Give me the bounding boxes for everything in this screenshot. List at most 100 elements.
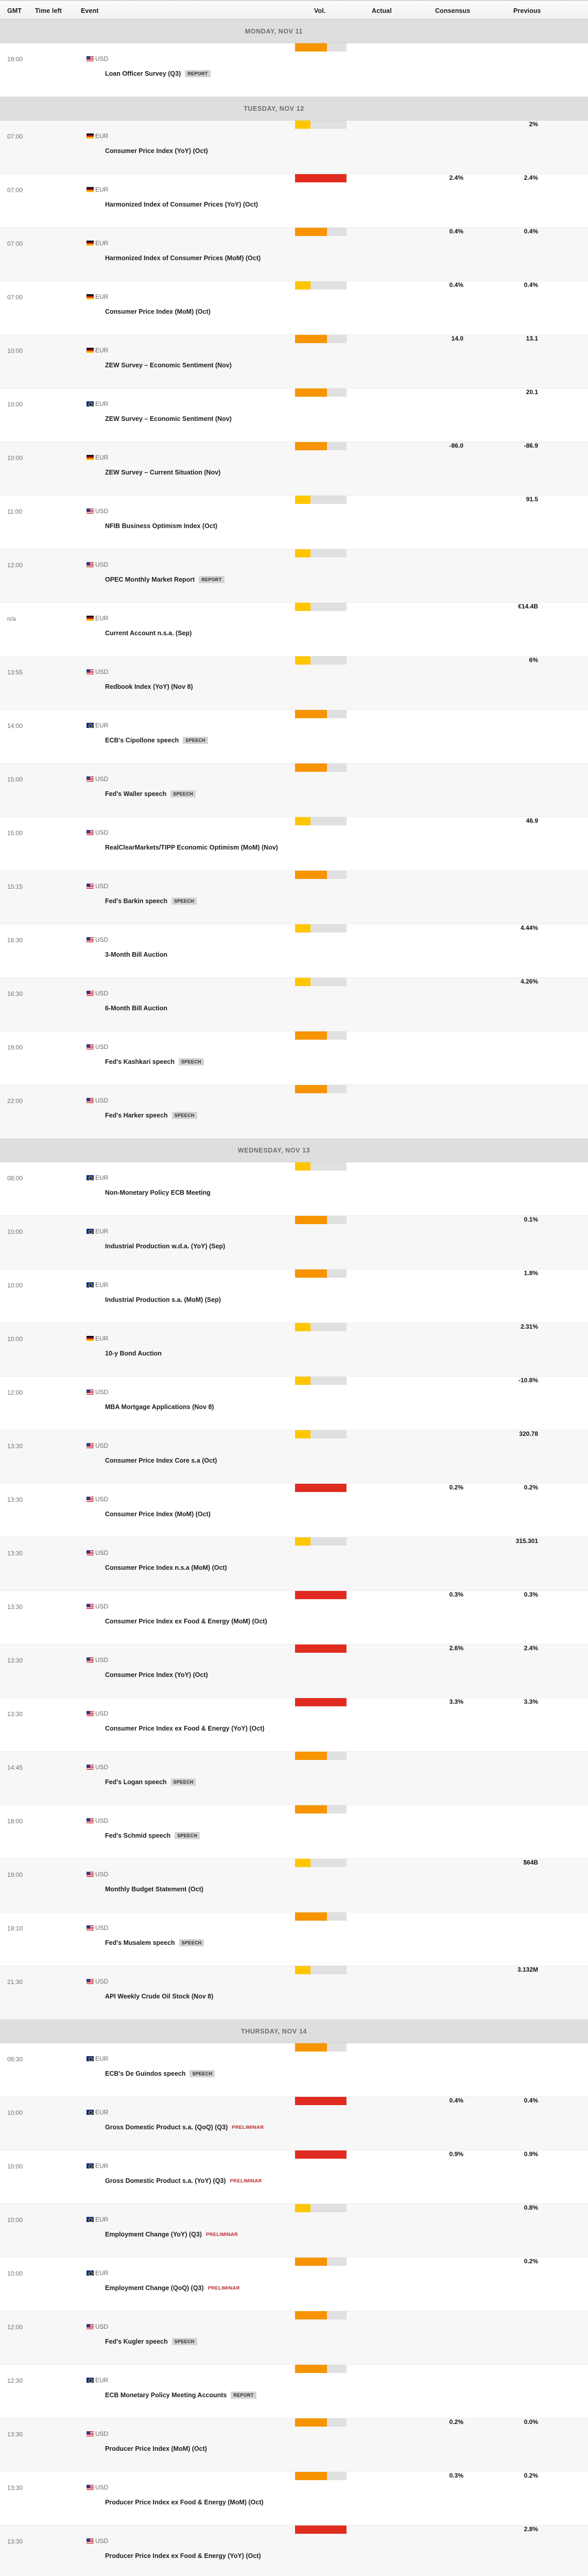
volatility-indicator[interactable] [295, 1859, 347, 1867]
column-header-vol[interactable]: Vol. [314, 7, 326, 14]
event-name-cell[interactable]: Fed's Kugler speech SPEECH [105, 2338, 197, 2345]
volatility-indicator[interactable] [295, 1085, 347, 1093]
column-header-actual[interactable]: Actual [372, 7, 392, 14]
event-name-cell[interactable]: Producer Price Index (MoM) (Oct) [105, 2445, 207, 2452]
column-header-previous[interactable]: Previous [513, 7, 541, 14]
event-name[interactable]: Fed's Musalem speech [105, 1939, 175, 1946]
column-header-gmt[interactable]: GMT [7, 7, 22, 14]
event-name-cell[interactable]: Redbook Index (YoY) (Nov 8) [105, 683, 193, 690]
column-header-event[interactable]: Event [81, 7, 99, 14]
event-row[interactable]: 13:30 USD Producer Price Index (MoM) (Oct)… [0, 2418, 588, 2472]
event-badge-report[interactable]: REPORT [231, 2392, 256, 2399]
event-row[interactable]: 13:30 USD Consumer Price Index ex Food & E… [0, 1591, 588, 1645]
volatility-indicator[interactable] [295, 281, 347, 290]
event-name[interactable]: MBA Mortgage Applications (Nov 8) [105, 1403, 214, 1411]
event-name[interactable]: Consumer Price Index ex Food & Energy (Y… [105, 1725, 265, 1732]
event-row[interactable]: 13:30 USD Producer Price Index ex Food & E… [0, 2472, 588, 2526]
event-row[interactable]: 13:30 USD Consumer Price Index ex Food & E… [0, 1698, 588, 1752]
event-name-cell[interactable]: Consumer Price Index n.s.a (MoM) (Oct) [105, 1564, 227, 1571]
volatility-indicator[interactable] [295, 2418, 347, 2427]
event-name-cell[interactable]: Current Account n.s.a. (Sep) [105, 630, 192, 637]
event-name-cell[interactable]: 6-Month Bill Auction [105, 1005, 167, 1012]
event-row[interactable]: 10:00 EUR Industrial Production s.a. (MoM)… [0, 1269, 588, 1323]
event-name-cell[interactable]: Consumer Price Index (YoY) (Oct) [105, 1671, 208, 1679]
volatility-indicator[interactable] [295, 335, 347, 343]
event-name[interactable]: Fed's Barkin speech [105, 897, 168, 905]
column-header-time-left[interactable]: Time left [35, 7, 62, 14]
event-name-cell[interactable]: ZEW Survey – Economic Sentiment (Nov) [105, 362, 232, 369]
volatility-indicator[interactable] [295, 228, 347, 236]
event-row[interactable]: 10:00 EUR ZEW Survey – Current Situation (… [0, 442, 588, 496]
event-name-cell[interactable]: Producer Price Index ex Food & Energy (Y… [105, 2552, 261, 2560]
event-row[interactable]: 10:00 EUR Employment Change (QoQ) (Q3) PREL… [0, 2258, 588, 2311]
event-row[interactable]: 10:00 EUR Gross Domestic Product s.a. (QoQ… [0, 2097, 588, 2150]
event-name[interactable]: Consumer Price Index (MoM) (Oct) [105, 308, 211, 315]
event-name-cell[interactable]: Industrial Production w.d.a. (YoY) (Sep) [105, 1243, 225, 1250]
event-name[interactable]: Fed's Harker speech [105, 1112, 168, 1119]
volatility-indicator[interactable] [295, 1805, 347, 1814]
volatility-indicator[interactable] [295, 442, 347, 450]
event-name-cell[interactable]: ZEW Survey – Current Situation (Nov) [105, 469, 220, 476]
event-row[interactable]: 07:00 EUR Consumer Price Index (YoY) (Oct)… [0, 121, 588, 174]
volatility-indicator[interactable] [295, 1484, 347, 1492]
event-badge-speech[interactable]: SPEECH [179, 1939, 204, 1946]
event-name-cell[interactable]: ECB Monetary Policy Meeting Accounts REPO… [105, 2392, 256, 2399]
event-row[interactable]: 10:00 EUR Industrial Production w.d.a. (Yo… [0, 1216, 588, 1269]
event-row[interactable]: 18:00 USD Fed's Schmid speech SPEECH [0, 1805, 588, 1859]
event-name-cell[interactable]: Monthly Budget Statement (Oct) [105, 1886, 203, 1893]
volatility-indicator[interactable] [295, 1430, 347, 1438]
event-name-cell[interactable]: NFIB Business Optimism Index (Oct) [105, 522, 217, 530]
event-name[interactable]: NFIB Business Optimism Index (Oct) [105, 522, 218, 530]
event-badge-speech[interactable]: SPEECH [170, 1778, 196, 1786]
event-badge-speech[interactable]: SPEECH [183, 737, 209, 744]
event-name[interactable]: ZEW Survey – Current Situation (Nov) [105, 469, 221, 476]
event-name-cell[interactable]: ECB's Cipollone speech SPEECH [105, 737, 209, 744]
event-name-cell[interactable]: Consumer Price Index ex Food & Energy (Y… [105, 1725, 265, 1732]
event-row[interactable]: 08:00 EUR Non-Monetary Policy ECB Meeting [0, 1162, 588, 1216]
volatility-indicator[interactable] [295, 1537, 347, 1546]
event-row[interactable]: 10:00 EUR Employment Change (YoY) (Q3) PREL… [0, 2204, 588, 2258]
volatility-indicator[interactable] [295, 2526, 347, 2534]
event-name[interactable]: Redbook Index (YoY) (Nov 8) [105, 683, 193, 690]
volatility-indicator[interactable] [295, 871, 347, 879]
event-name-cell[interactable]: 3-Month Bill Auction [105, 951, 167, 958]
event-name[interactable]: RealClearMarkets/TIPP Economic Optimism … [105, 844, 278, 851]
event-name[interactable]: Consumer Price Index n.s.a (MoM) (Oct) [105, 1564, 227, 1571]
event-name-cell[interactable]: API Weekly Crude Oil Stock (Nov 8) [105, 1993, 213, 2000]
event-name-cell[interactable]: Consumer Price Index (MoM) (Oct) [105, 1511, 211, 1518]
event-badge-report[interactable]: REPORT [185, 70, 211, 77]
event-row[interactable]: 13:30 USD Consumer Price Index Core s.a (O… [0, 1430, 588, 1484]
event-name-cell[interactable]: Fed's Harker speech SPEECH [105, 1112, 197, 1119]
event-name[interactable]: Producer Price Index (MoM) (Oct) [105, 2445, 207, 2452]
event-name[interactable]: Fed's Logan speech [105, 1778, 167, 1786]
volatility-indicator[interactable] [295, 1216, 347, 1224]
volatility-indicator[interactable] [295, 764, 347, 772]
volatility-indicator[interactable] [295, 978, 347, 986]
event-badge-speech[interactable]: SPEECH [178, 1058, 204, 1065]
volatility-indicator[interactable] [295, 2204, 347, 2212]
event-badge-speech[interactable]: SPEECH [170, 790, 196, 798]
event-name-cell[interactable]: Harmonized Index of Consumer Prices (YoY… [105, 201, 258, 208]
event-name-cell[interactable]: Loan Officer Survey (Q3) REPORT [105, 70, 211, 77]
volatility-indicator[interactable] [295, 2365, 347, 2373]
event-name[interactable]: API Weekly Crude Oil Stock (Nov 8) [105, 1993, 214, 2000]
event-name-cell[interactable]: Consumer Price Index (YoY) (Oct) [105, 147, 208, 155]
event-badge-speech[interactable]: SPEECH [175, 1832, 200, 1839]
event-name[interactable]: Consumer Price Index Core s.a (Oct) [105, 1457, 217, 1464]
event-row[interactable]: 22:00 USD Fed's Harker speech SPEECH [0, 1085, 588, 1139]
event-name[interactable]: Non-Monetary Policy ECB Meeting [105, 1189, 211, 1196]
event-row[interactable]: 12:00 USD MBA Mortgage Applications (Nov 8… [0, 1377, 588, 1430]
event-name-cell[interactable]: MBA Mortgage Applications (Nov 8) [105, 1403, 214, 1411]
event-row[interactable]: 07:00 EUR Harmonized Index of Consumer Pri… [0, 174, 588, 228]
event-name[interactable]: Gross Domestic Product s.a. (QoQ) (Q3) [105, 2124, 228, 2131]
event-row[interactable]: 12:30 EUR ECB Monetary Policy Meeting Acco… [0, 2365, 588, 2418]
event-name-cell[interactable]: Gross Domestic Product s.a. (YoY) (Q3) PR… [105, 2177, 262, 2185]
event-row[interactable]: 10:00 EUR ZEW Survey – Economic Sentiment … [0, 335, 588, 388]
event-name[interactable]: Monthly Budget Statement (Oct) [105, 1886, 203, 1893]
event-row[interactable]: n/a EUR Current Account n.s.a. (Sep) €14.4B [0, 603, 588, 656]
volatility-indicator[interactable] [295, 1912, 347, 1921]
event-name-cell[interactable]: ZEW Survey – Economic Sentiment (Nov) [105, 415, 232, 422]
event-name-cell[interactable]: Consumer Price Index ex Food & Energy (M… [105, 1618, 267, 1625]
event-name[interactable]: Employment Change (YoY) (Q3) [105, 2231, 202, 2239]
volatility-indicator[interactable] [295, 1966, 347, 1974]
